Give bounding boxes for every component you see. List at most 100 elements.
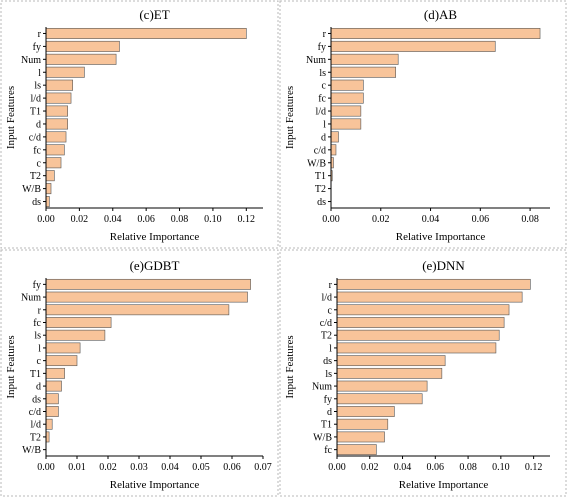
y-tick-label: T2	[30, 432, 41, 443]
y-tick-label: fc	[33, 318, 41, 329]
y-tick-label: c	[322, 81, 327, 92]
panel-frame	[0, 0, 279, 249]
y-tick-label: Num	[312, 382, 332, 393]
bar-W/B	[336, 431, 385, 443]
bar-fy	[336, 393, 423, 405]
bar-fy	[45, 40, 120, 52]
y-tick-label: T1	[30, 369, 41, 380]
x-tick-label: 0.12	[238, 214, 256, 225]
y-tick-label: l/d	[315, 107, 326, 118]
x-tick-label: 0.06	[472, 214, 490, 225]
bar-ls	[45, 79, 74, 91]
chart-title: (e)GDBT	[130, 258, 180, 273]
y-tick-label: fy	[318, 42, 326, 53]
y-axis-title: Input Features	[284, 335, 296, 398]
bar-d	[45, 380, 62, 392]
y-axis-title: Input Features	[284, 86, 296, 149]
bar-ls	[330, 66, 397, 78]
bar-Num	[45, 53, 117, 65]
bar-ls	[336, 367, 443, 379]
y-tick-label: ds	[317, 197, 326, 208]
bar-fy	[45, 278, 251, 290]
y-tick-label: T2	[321, 331, 332, 342]
y-tick-label: ls	[325, 369, 332, 380]
bar-c	[330, 79, 364, 91]
bar-Num	[330, 53, 399, 65]
bar-r	[45, 304, 230, 316]
y-tick-label: l	[323, 119, 326, 130]
y-tick-label: d	[327, 407, 332, 418]
y-tick-label: r	[38, 305, 42, 316]
x-tick-label: 0.00	[37, 214, 55, 225]
bar-c/d	[330, 144, 337, 156]
y-tick-label: c/d	[320, 318, 332, 329]
y-tick-label: Num	[21, 293, 41, 304]
bar-T1	[45, 367, 65, 379]
bar-l	[45, 342, 81, 354]
bar-l/d	[330, 105, 362, 117]
bar-l	[330, 118, 362, 130]
bar-r	[45, 27, 247, 39]
y-tick-label: ds	[32, 394, 41, 405]
y-tick-label: c/d	[29, 132, 41, 143]
y-tick-label: fc	[318, 94, 326, 105]
y-tick-label: W/B	[22, 184, 41, 195]
bar-r	[336, 278, 531, 290]
y-tick-label: T2	[315, 184, 326, 195]
chart-title: (d)AB	[424, 7, 458, 22]
x-tick-label: 0.05	[192, 462, 210, 473]
panel-frame	[279, 0, 567, 249]
y-tick-label: ls	[34, 81, 41, 92]
bar-c/d	[45, 406, 59, 417]
bar-ds	[336, 355, 446, 367]
bar-l	[336, 342, 497, 354]
bar-l/d	[45, 418, 53, 430]
panel-frame	[0, 249, 279, 497]
bar-Num	[336, 380, 428, 392]
y-tick-label: c	[37, 158, 42, 169]
x-tick-label: 0.06	[137, 214, 155, 225]
y-tick-label: Num	[306, 55, 326, 66]
x-tick-label: 0.00	[328, 462, 346, 473]
x-tick-label: 0.00	[37, 462, 55, 473]
chart-panel-2: (d)AB r fy Num ls c fc l/dld c/d W/B T1 T2 ds 0.00 0.0…	[279, 0, 567, 249]
y-tick-label: ls	[319, 68, 326, 79]
y-tick-label: c/d	[29, 407, 41, 418]
y-tick-label: ds	[32, 197, 41, 208]
x-tick-label: 0.02	[372, 214, 390, 225]
bar-T1	[336, 418, 389, 430]
bar-T2	[336, 329, 500, 341]
bar-c	[45, 157, 62, 169]
y-tick-label: l/d	[30, 94, 41, 105]
y-axis-title: Input Features	[5, 86, 17, 149]
x-tick-label: 0.02	[361, 462, 379, 473]
x-tick-label: 0.04	[104, 214, 122, 225]
x-axis-title: Relative Importance	[399, 479, 489, 491]
chart-panel-1: (c)ET r fy Num l ls l/d T1d c/d fc c T2 W/B ds 0.00 0.0…	[0, 0, 279, 249]
bar-ds	[45, 196, 50, 208]
bar-W/B	[45, 183, 52, 195]
y-tick-label: d	[36, 382, 41, 393]
bar-fc	[45, 144, 65, 156]
chart-title: (c)ET	[139, 7, 169, 22]
bar-d	[45, 118, 69, 130]
y-tick-label: l	[329, 343, 332, 354]
bar-fy	[330, 40, 496, 52]
chart-title: (e)DNN	[422, 258, 465, 273]
y-tick-label: ls	[34, 331, 41, 342]
y-tick-label: W/B	[313, 432, 332, 443]
y-tick-label: W/B	[22, 445, 41, 456]
panel-frame	[279, 249, 567, 497]
x-tick-label: 0.08	[459, 462, 477, 473]
y-tick-label: d	[36, 119, 41, 130]
x-tick-label: 0.00	[322, 214, 340, 225]
x-tick-label: 0.02	[71, 214, 89, 225]
y-tick-label: r	[323, 29, 327, 40]
y-tick-label: c	[328, 305, 333, 316]
bar-ls	[45, 329, 106, 341]
y-tick-label: c/d	[314, 145, 326, 156]
bar-ds	[45, 393, 59, 405]
x-axis-title: Relative Importance	[110, 479, 200, 491]
x-tick-label: 0.10	[204, 214, 222, 225]
